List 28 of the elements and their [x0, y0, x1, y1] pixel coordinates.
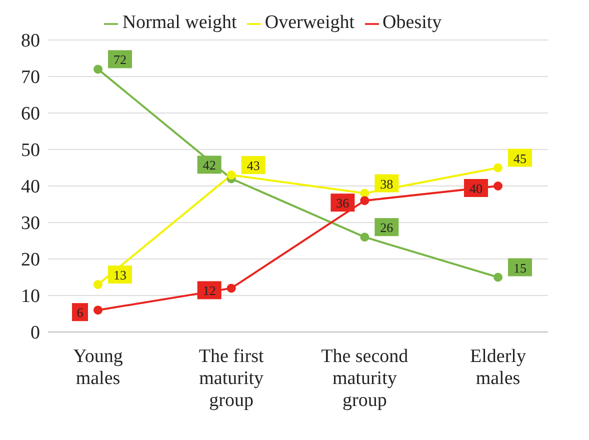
data-label: 72	[114, 52, 126, 68]
x-tick-label: The first maturity group	[198, 346, 264, 411]
legend-label: Normal weight	[122, 12, 237, 33]
y-tick-label: 30	[21, 213, 40, 234]
y-tick-label: 20	[21, 250, 40, 271]
y-tick-label: 10	[21, 286, 40, 308]
data-label: 15	[514, 260, 526, 276]
legend-label: Overweight	[264, 12, 355, 33]
data-label: 36	[336, 196, 350, 211]
legend-label: Obesity	[382, 12, 442, 33]
data-label: 43	[246, 158, 260, 174]
x-tick-label: Elderly males	[470, 346, 526, 389]
data-label: 40	[470, 181, 482, 196]
x-tick-label: The second maturity group	[321, 346, 409, 411]
y-tick-label: 80	[21, 30, 40, 52]
data-label: 42	[202, 158, 216, 173]
y-tick-label: 60	[21, 104, 40, 125]
y-tick-label: 40	[21, 176, 40, 198]
data-label: 26	[380, 220, 394, 236]
data-label: 13	[114, 268, 126, 283]
data-label: 12	[202, 283, 216, 298]
y-tick-label: 0	[30, 322, 40, 344]
data-label: 38	[380, 176, 394, 192]
y-tick-label: 50	[21, 140, 40, 162]
data-label: 6	[76, 305, 84, 320]
x-tick-label: Young males	[73, 346, 124, 389]
y-tick-label: 70	[21, 67, 40, 88]
data-label: 45	[514, 150, 526, 166]
